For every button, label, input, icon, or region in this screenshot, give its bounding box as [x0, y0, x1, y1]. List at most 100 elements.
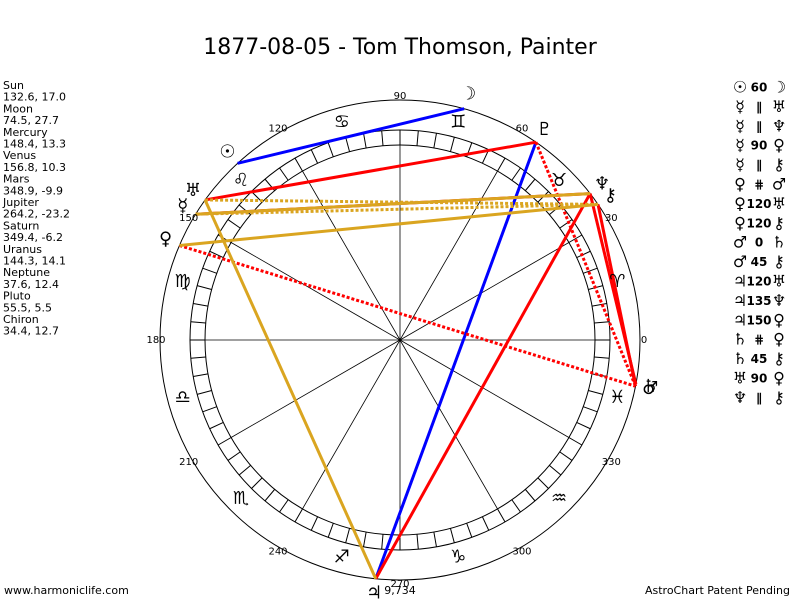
degree-tick: [279, 499, 289, 513]
planet-name: Sun: [3, 79, 24, 92]
spoke: [230, 339, 401, 438]
degree-tick: [576, 421, 591, 430]
aspect-planet2: ♀: [773, 310, 785, 329]
degree-tick: [524, 489, 536, 502]
aspect-planet1: ♅: [733, 369, 747, 388]
degree-tick: [511, 167, 521, 181]
degree-tick: [363, 531, 367, 547]
title: 1877-08-05 - Tom Thomson, Painter: [203, 35, 597, 60]
aspect-planet1: ☉: [733, 78, 747, 97]
aspect-planet2: ♅: [772, 194, 786, 213]
aspect-planet2: ⚷: [773, 388, 785, 407]
planet-glyph: ☿: [177, 195, 188, 216]
degree-tick: [327, 523, 334, 538]
degree-tick: [449, 528, 455, 543]
planet-position: 156.8, 10.3: [3, 161, 66, 174]
outer-circle: [159, 99, 641, 581]
sign-glyph: ♐: [334, 546, 350, 567]
planet-position: 132.6, 17.0: [3, 91, 66, 104]
aspect-type: 120: [746, 216, 771, 230]
degree-tick: [591, 303, 607, 307]
aspect-planet2: ♅: [772, 272, 786, 291]
planet-name: Jupiter: [2, 196, 39, 209]
sign-glyph: ♓: [609, 387, 625, 408]
planet-position: 55.5, 5.5: [3, 301, 52, 314]
sign-glyph: ♒: [551, 488, 567, 509]
spoke: [302, 170, 401, 341]
footer-right: AstroChart Patent Pending: [645, 584, 790, 597]
degree-tick: [497, 508, 506, 523]
aspect-type: 0: [755, 236, 763, 250]
aspect-planet1: ♀: [734, 213, 746, 232]
aspect-planet2: ♀: [773, 136, 785, 155]
degree-label: 300: [512, 546, 531, 557]
degree-tick: [497, 157, 506, 172]
degree-tick: [416, 534, 419, 550]
planet-position: 349.4, -6.2: [3, 231, 63, 244]
degree-label: 60: [516, 124, 529, 135]
degree-tick: [202, 267, 217, 274]
aspect-type: 45: [751, 255, 768, 269]
aspect-type: ∥: [756, 391, 762, 405]
degree-label: 270: [390, 579, 409, 590]
aspect-line: [237, 107, 465, 165]
sign-glyph: ♍: [175, 271, 191, 292]
aspect-type: 90: [751, 139, 768, 153]
aspect-planet1: ☿: [735, 97, 745, 116]
aspect-type: 150: [746, 313, 771, 327]
planet-glyph: ⚷: [604, 185, 617, 206]
aspect-line: [596, 204, 637, 387]
sign-glyph: ♉: [551, 170, 567, 191]
degree-tick: [227, 219, 241, 229]
planet-glyph: ☉: [219, 141, 235, 162]
degree-tick: [209, 250, 224, 259]
degree-tick: [193, 373, 209, 377]
degree-tick: [583, 267, 598, 274]
aspect-planet2: ☽: [772, 78, 786, 97]
degree-tick: [559, 451, 573, 461]
aspect-planet2: ♆: [772, 291, 786, 310]
degree-tick: [217, 437, 232, 446]
degree-tick: [591, 373, 607, 377]
planet-glyph: ♀: [159, 229, 172, 250]
aspect-planet1: ♀: [734, 175, 746, 194]
aspect-lines: [178, 107, 638, 580]
degree-tick: [238, 464, 251, 476]
degree-label: 210: [179, 457, 198, 468]
degree-tick: [209, 421, 224, 430]
aspect-planet2: ♆: [772, 116, 786, 135]
aspect-planet2: ⚷: [773, 155, 785, 174]
degree-label: 30: [605, 213, 618, 224]
aspect-line: [204, 140, 537, 202]
planet-glyph: ♇: [536, 119, 552, 140]
aspect-planet1: ☿: [735, 155, 745, 174]
degree-tick: [481, 516, 490, 531]
degree-tick: [310, 149, 319, 164]
aspect-planet2: ⚷: [773, 349, 785, 368]
labels: 0 30 60 90 120 150 180 210 240 270 300 330 ♈ ♉ ♊ ♋ ♌ ♍ ♎ ♏ ♐…: [2, 78, 786, 604]
degree-tick: [363, 133, 367, 149]
aspect-planet1: ♃: [733, 310, 747, 329]
spoke: [399, 242, 570, 341]
aspect-line: [203, 199, 378, 580]
planet-glyph: ☽: [460, 83, 476, 104]
planet-name: Uranus: [3, 243, 42, 256]
aspect-type: ⋕: [754, 178, 764, 192]
degree-label: 180: [146, 335, 165, 346]
degree-tick: [537, 477, 549, 489]
sign-glyph: ♋: [334, 112, 350, 133]
degree-tick: [588, 389, 603, 395]
sign-glyph: ♊: [450, 112, 466, 133]
planet-position: 37.6, 12.4: [3, 278, 59, 291]
footer-left: www.harmoniclife.com: [4, 584, 129, 597]
aspect-type: 90: [751, 372, 768, 386]
aspect-type: 45: [751, 352, 768, 366]
spoke: [399, 339, 570, 438]
degree-label: 0: [641, 335, 647, 346]
planet-glyph: ♃: [366, 583, 382, 600]
aspect-line: [374, 141, 538, 580]
aspect-line: [179, 202, 599, 247]
aspect-type: ∥: [756, 119, 762, 133]
degree-tick: [202, 406, 217, 413]
